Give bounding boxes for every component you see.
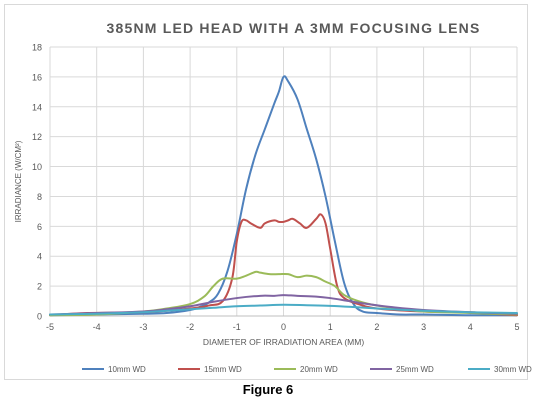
x-tick-label: 3 [421,322,426,332]
legend-entry: 30mm WD [494,365,532,374]
y-tick-label: 4 [37,252,42,262]
legend-entry: 20mm WD [300,365,338,374]
y-tick-label: 12 [32,132,42,142]
y-tick-label: 2 [37,282,42,292]
x-tick-label: -3 [139,322,147,332]
figure-caption: Figure 6 [242,382,294,397]
legend-entry: 25mm WD [396,365,434,374]
legend-entry: 15mm WD [204,365,242,374]
x-tick-label: -2 [186,322,194,332]
x-tick-label: 5 [514,322,519,332]
y-tick-label: 10 [32,162,42,172]
series-line-30mm-wd [49,303,518,316]
chart-frame [4,4,528,380]
y-axis-label: IRRADIANCE (W/CM²) [14,140,23,222]
y-tick-label: 16 [32,72,42,82]
x-tick-label: -4 [93,322,101,332]
x-tick-label: 1 [328,322,333,332]
x-tick-label: 0 [281,322,286,332]
x-tick-label: 2 [374,322,379,332]
y-tick-label: 8 [37,192,42,202]
x-tick-label: 4 [468,322,473,332]
y-tick-label: 0 [37,312,42,322]
y-tick-label: 6 [37,222,42,232]
y-tick-label: 18 [32,43,42,53]
x-tick-label: -5 [46,322,54,332]
x-axis-label: DIAMETER OF IRRADIATION AREA (MM) [203,337,365,347]
series-line-25mm-wd [49,294,518,316]
y-tick-label: 14 [32,102,42,112]
chart-title: 385NM LED HEAD WITH A 3MM FOCUSING LENS [106,20,480,36]
legend-entry: 10mm WD [108,365,146,374]
x-tick-label: -1 [233,322,241,332]
